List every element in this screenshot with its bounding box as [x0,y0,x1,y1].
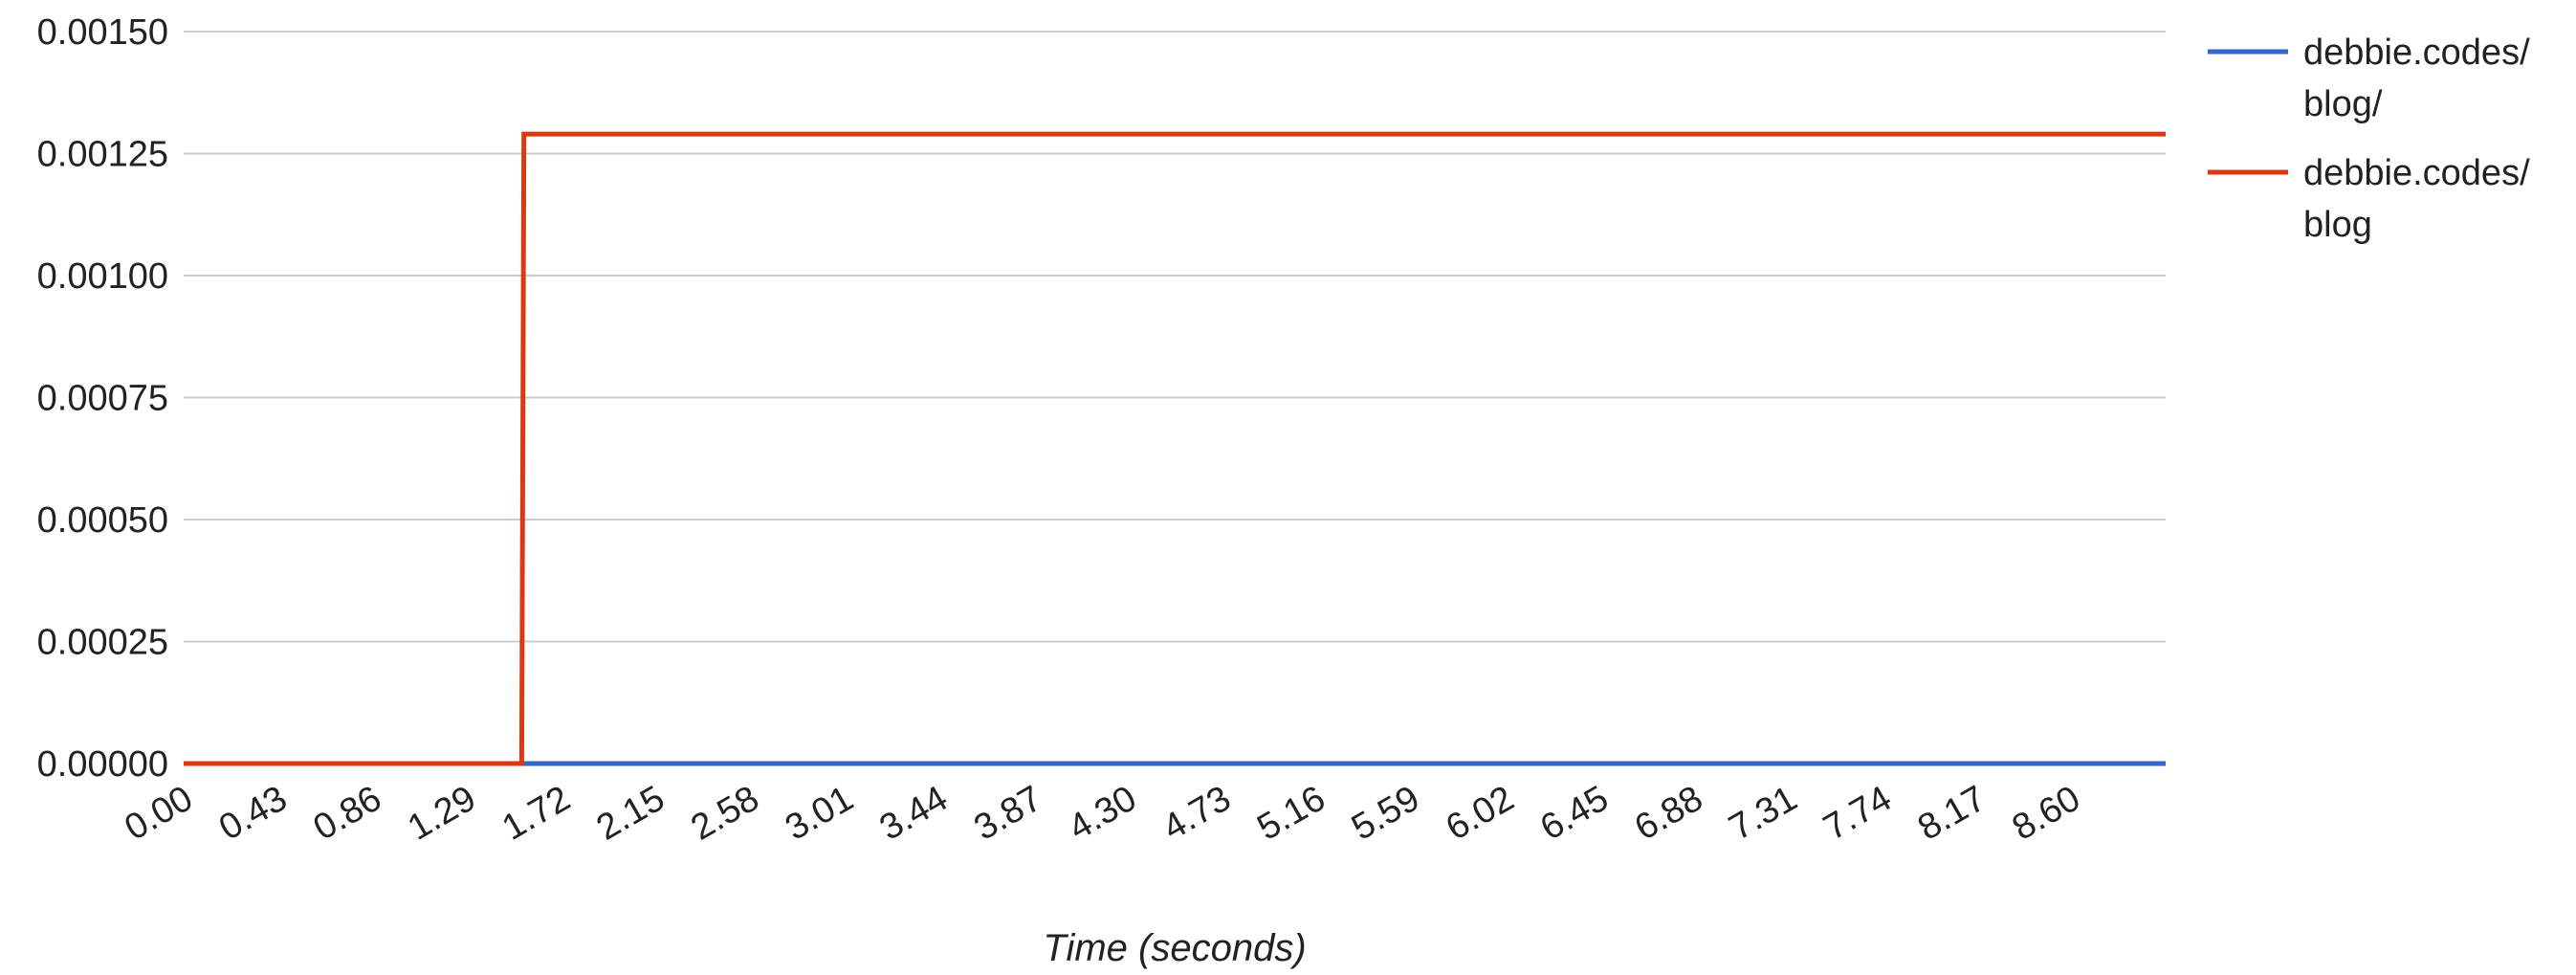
y-tick-label: 0.00150 [37,12,168,53]
x-tick-label: 7.31 [1723,778,1804,848]
x-tick-label: 3.01 [779,778,860,848]
x-tick-label: 2.58 [684,778,765,848]
legend-item[interactable]: debbie.codes/blog [2208,153,2530,245]
x-tick-label: 2.15 [590,778,672,848]
x-axis-title: Time (seconds) [1043,927,1306,969]
y-tick-label: 0.00100 [37,256,168,297]
x-tick-label: 6.88 [1628,778,1709,848]
x-tick-label: 0.00 [118,778,199,848]
x-tick-label: 4.73 [1156,778,1238,848]
x-tick-label: 4.30 [1062,778,1143,848]
x-tick-label: 8.17 [1911,778,1993,848]
series-line [184,131,2166,766]
x-tick-label: 6.02 [1440,778,1521,848]
x-tick-label: 3.87 [967,778,1048,848]
legend: debbie.codes/blog/debbie.codes/blog [2208,33,2530,245]
legend-label: debbie.codes/blog/ [2303,33,2530,124]
x-tick-label: 0.86 [307,778,388,848]
y-tick-label: 0.00000 [37,744,168,785]
x-tick-label: 3.44 [873,778,955,848]
x-tick-label: 5.16 [1250,778,1332,848]
x-tick-label: 8.60 [2006,778,2087,848]
x-tick-label: 1.29 [401,778,482,848]
y-axis-ticks: 0.00000 0.00025 0.00050 0.00075 0.00100 0.001… [37,12,168,785]
x-axis-ticks: 0.00 0.43 0.86 1.29 1.72 2.15 2.58 3.01 3.44 3.87… [118,778,2086,848]
gridlines [184,31,2166,764]
y-tick-label: 0.00050 [37,500,168,541]
x-tick-label: 6.45 [1533,778,1615,848]
y-tick-label: 0.00125 [37,135,168,175]
x-tick-label: 7.74 [1816,778,1898,848]
legend-label: debbie.codes/blog [2303,153,2530,245]
x-tick-label: 5.59 [1345,778,1426,848]
series-lines [184,131,2166,766]
x-tick-label: 0.43 [212,778,294,848]
legend-item[interactable]: debbie.codes/blog/ [2208,33,2530,124]
x-tick-label: 1.72 [495,778,577,848]
y-tick-label: 0.00025 [37,623,168,663]
y-tick-label: 0.00075 [37,379,168,419]
